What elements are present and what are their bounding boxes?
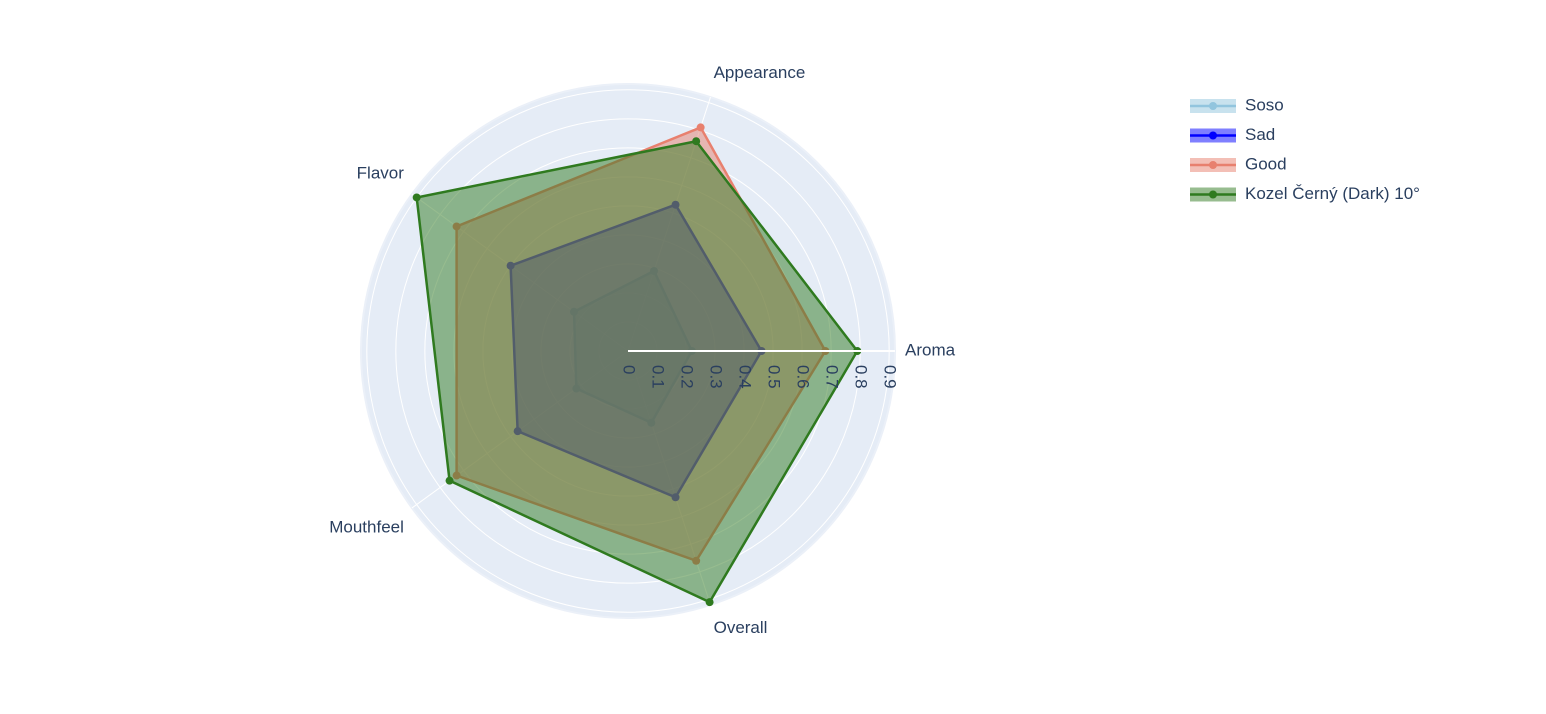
data-point (412, 193, 421, 202)
category-label: Appearance (714, 63, 806, 82)
radial-tick-label: 0.5 (765, 365, 784, 389)
legend-label: Good (1245, 154, 1287, 173)
radial-tick-label: 0.9 (881, 365, 900, 389)
category-label: Overall (714, 618, 768, 637)
radial-tick-label: 0.8 (852, 365, 871, 389)
data-point (445, 476, 454, 485)
legend-marker (1209, 190, 1217, 199)
category-label: Aroma (905, 340, 956, 359)
radial-tick-label: 0.3 (707, 365, 726, 389)
category-label: Mouthfeel (329, 517, 404, 536)
legend-label: Kozel Černý (Dark) 10° (1245, 184, 1420, 203)
radial-tick-label: 0.6 (794, 365, 813, 389)
series-area (415, 139, 859, 604)
category-label: Flavor (357, 164, 405, 183)
data-point (696, 123, 705, 132)
radial-tick-label: 0 (620, 365, 639, 374)
legend-marker (1209, 102, 1217, 110)
radial-tick-label: 0.1 (649, 365, 668, 389)
legend-marker (1209, 161, 1217, 169)
radial-tick-label: 0.7 (823, 365, 842, 389)
radial-tick-label: 0.2 (678, 365, 697, 389)
legend-label: Sad (1245, 125, 1275, 144)
legend-marker (1209, 131, 1217, 140)
data-point (705, 598, 714, 607)
legend-label: Soso (1245, 95, 1284, 114)
radial-tick-label: 0.4 (736, 365, 755, 389)
data-point (692, 137, 701, 146)
